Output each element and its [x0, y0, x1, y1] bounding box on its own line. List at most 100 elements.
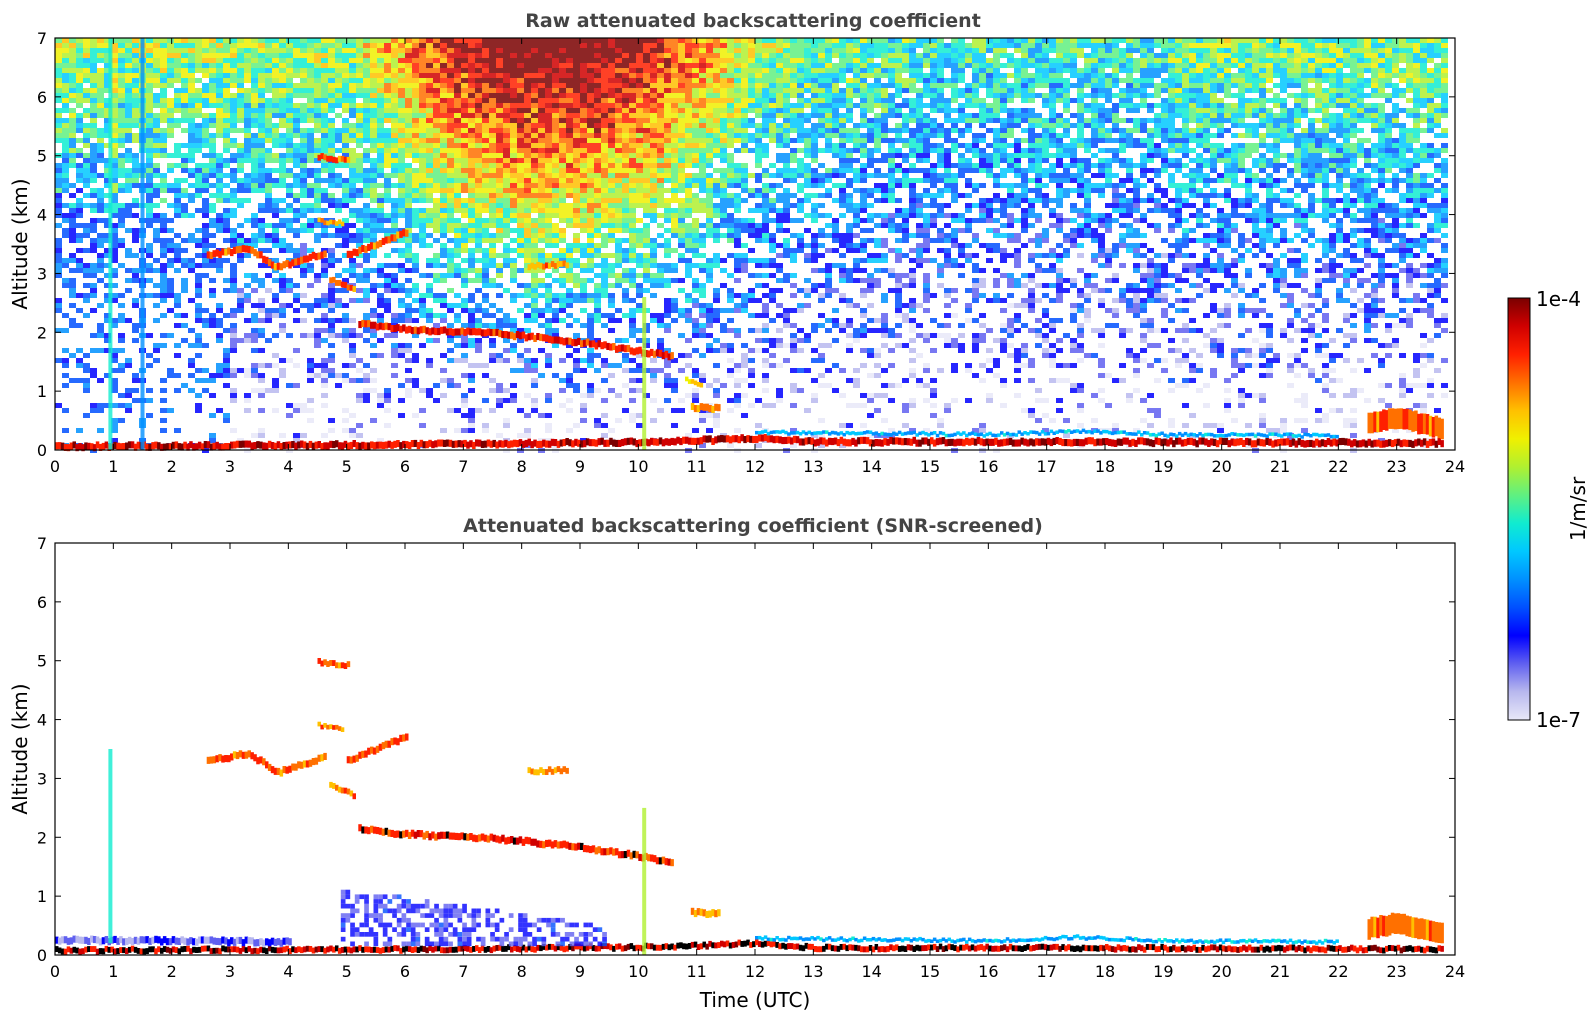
noise-cell: [692, 428, 699, 433]
noise-cell: [538, 133, 545, 138]
noise-cell: [335, 83, 342, 88]
noise-cell: [216, 338, 223, 343]
noise-cell: [468, 323, 475, 328]
noise-cell: [146, 413, 153, 418]
noise-cell: [118, 238, 125, 243]
noise-cell: [125, 133, 132, 138]
noise-cell: [685, 208, 692, 213]
noise-cell: [377, 118, 384, 123]
noise-cell: [699, 123, 706, 128]
noise-cell: [230, 128, 237, 133]
noise-cell: [307, 203, 314, 208]
noise-cell: [664, 118, 671, 123]
noise-cell: [363, 58, 370, 63]
noise-cell: [545, 173, 552, 178]
noise-cell: [237, 53, 244, 58]
noise-cell: [489, 58, 496, 63]
noise-cell: [118, 303, 125, 308]
noise-cell: [97, 148, 104, 153]
noise-cell: [279, 83, 286, 88]
noise-cell: [587, 158, 594, 163]
noise-cell: [69, 98, 76, 103]
noise-cell: [83, 43, 90, 48]
noise-cell: [678, 353, 685, 358]
noise-cell: [580, 198, 587, 203]
noise-cell: [489, 158, 496, 163]
noise-cell: [90, 273, 97, 278]
noise-cell: [258, 113, 265, 118]
noise-cell: [615, 88, 622, 93]
noise-cell: [293, 363, 300, 368]
noise-cell: [118, 93, 125, 98]
noise-cell: [384, 388, 391, 393]
noise-cell: [475, 243, 482, 248]
noise-cell: [237, 113, 244, 118]
noise-cell: [321, 368, 328, 373]
noise-cell: [55, 268, 62, 273]
noise-cell: [440, 78, 447, 83]
noise-cell: [671, 308, 678, 313]
noise-cell: [461, 133, 468, 138]
noise-cell: [76, 118, 83, 123]
noise-cell: [559, 228, 566, 233]
noise-cell: [251, 48, 258, 53]
noise-cell: [496, 233, 503, 238]
noise-cell: [118, 38, 125, 43]
noise-cell: [664, 308, 671, 313]
noise-cell: [482, 423, 489, 428]
noise-cell: [55, 48, 62, 53]
noise-cell: [216, 318, 223, 323]
noise-cell: [678, 308, 685, 313]
noise-cell: [650, 173, 657, 178]
noise-cell: [90, 148, 97, 153]
noise-cell: [629, 238, 636, 243]
noise-cell: [678, 128, 685, 133]
noise-cell: [398, 173, 405, 178]
noise-cell: [307, 193, 314, 198]
noise-cell: [622, 93, 629, 98]
noise-cell: [594, 113, 601, 118]
noise-cell: [307, 283, 314, 288]
noise-cell: [496, 38, 503, 43]
noise-cell: [202, 123, 209, 128]
noise-cell: [531, 88, 538, 93]
noise-cell: [664, 383, 671, 388]
noise-cell: [300, 293, 307, 298]
noise-cell: [685, 103, 692, 108]
noise-cell: [209, 88, 216, 93]
noise-cell: [608, 178, 615, 183]
noise-cell: [475, 168, 482, 173]
noise-cell: [384, 133, 391, 138]
noise-cell: [524, 218, 531, 223]
noise-cell: [468, 188, 475, 193]
noise-cell: [601, 118, 608, 123]
noise-cell: [468, 318, 475, 323]
noise-cell: [251, 143, 258, 148]
noise-cell: [447, 128, 454, 133]
noise-cell: [699, 208, 706, 213]
noise-cell: [503, 213, 510, 218]
noise-cell: [356, 378, 363, 383]
noise-cell: [349, 238, 356, 243]
noise-cell: [384, 78, 391, 83]
noise-cell: [566, 153, 573, 158]
noise-cell: [489, 248, 496, 253]
noise-cell: [251, 118, 258, 123]
noise-cell: [307, 373, 314, 378]
noise-cell: [363, 108, 370, 113]
noise-cell: [97, 48, 104, 53]
noise-cell: [307, 48, 314, 53]
noise-cell: [678, 208, 685, 213]
noise-cell: [510, 218, 517, 223]
noise-cell: [587, 313, 594, 318]
noise-cell: [209, 193, 216, 198]
noise-cell: [433, 293, 440, 298]
noise-cell: [566, 243, 573, 248]
noise-cell: [573, 128, 580, 133]
noise-cell: [83, 68, 90, 73]
noise-cell: [426, 338, 433, 343]
noise-cell: [573, 213, 580, 218]
noise-cell: [90, 88, 97, 93]
noise-cell: [601, 158, 608, 163]
noise-cell: [503, 123, 510, 128]
